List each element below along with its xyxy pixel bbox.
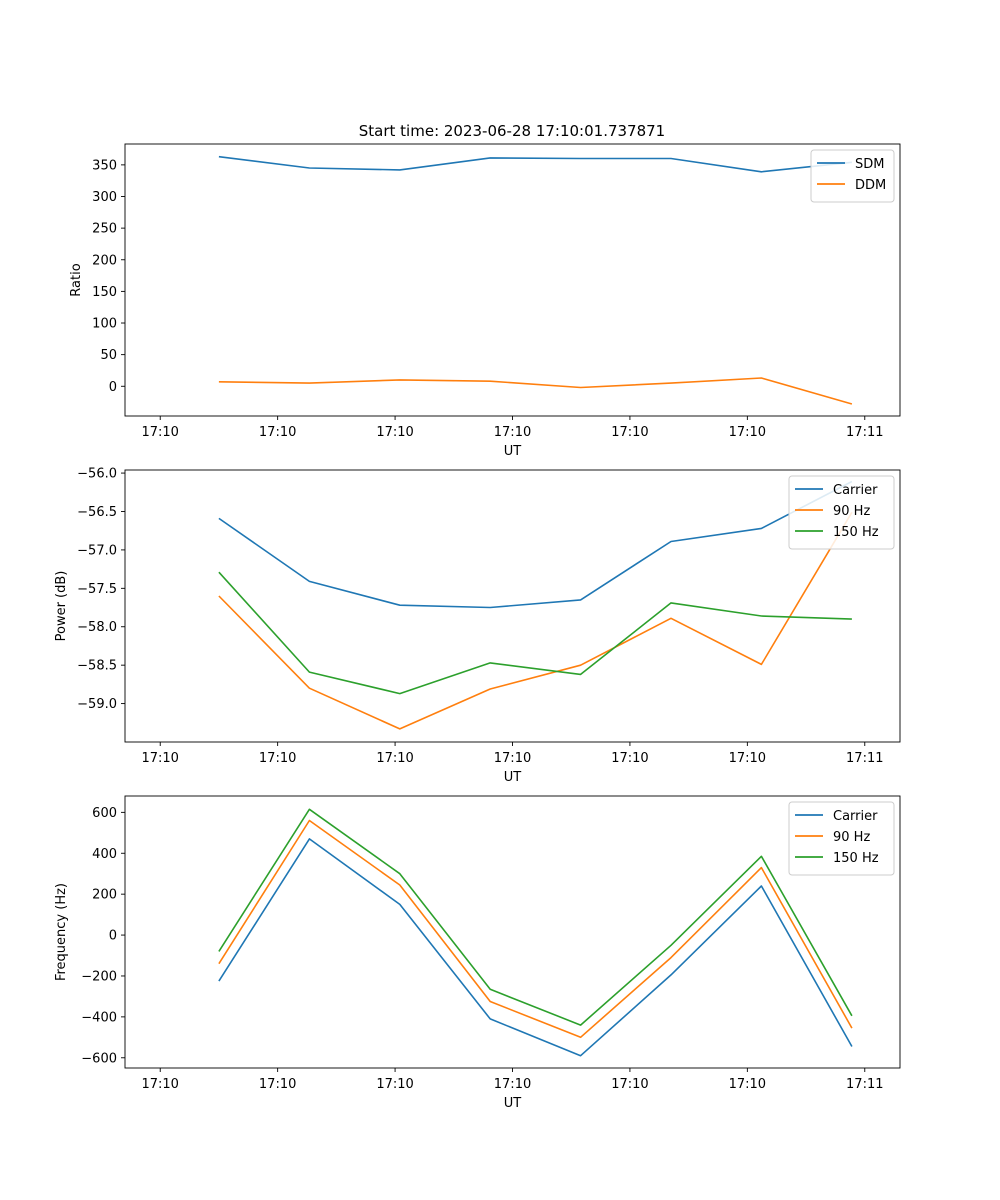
x-tick-label: 17:10 [494,751,531,766]
y-tick-label: 100 [92,317,117,332]
y-tick-label: 150 [92,285,117,300]
panel-2: 17:10 17:10 17:10 17:10 17:10 17:10 17:11 −59.0… [54,467,901,785]
y-tick-label: 250 [92,222,117,237]
x-tick-label: 17:10 [376,1077,413,1092]
x-tick-label: 17:10 [141,751,178,766]
x-tick-label: 17:10 [259,425,296,440]
x-tick-label: 17:10 [611,1077,648,1092]
x-tick-label: 17:10 [729,425,766,440]
y-tick-label: −58.5 [77,659,117,674]
x-tick-label: 17:10 [611,425,648,440]
series-line-150-hz [218,808,853,1026]
legend-label: DDM [855,178,886,193]
legend-label: Carrier [833,483,878,498]
y-tick-label: −200 [81,969,117,984]
x-tick-label: 17:10 [729,751,766,766]
y-tick-label: 600 [92,806,117,821]
legend-label: 90 Hz [833,504,870,519]
panels: 17:10 17:10 17:10 17:10 17:10 17:10 17:11 0 50 10… [54,143,901,1111]
x-tick-label: 17:11 [846,425,883,440]
y-tick-label: −600 [81,1051,117,1066]
y-tick-label: 400 [92,847,117,862]
panel-3: 17:10 17:10 17:10 17:10 17:10 17:10 17:11 −600 −… [54,795,901,1111]
y-tick-label: −400 [81,1010,117,1025]
legend-label: Carrier [833,809,878,824]
axes-frame [124,143,901,417]
y-tick-label: 50 [100,348,117,363]
y-tick-label: 350 [92,158,117,173]
series-line-90-hz [218,819,853,1039]
x-tick-label: 17:10 [729,1077,766,1092]
x-tick-label: 17:10 [376,751,413,766]
x-tick-label: 17:10 [141,425,178,440]
y-axis-label: Power (dB) [54,571,69,642]
legend-label: 150 Hz [833,525,879,540]
x-axis-label: UT [504,444,522,459]
y-axis-label: Ratio [69,263,84,296]
y-tick-label: −58.0 [77,620,117,635]
x-tick-label: 17:10 [494,425,531,440]
x-tick-label: 17:10 [259,1077,296,1092]
x-tick-label: 17:10 [141,1077,178,1092]
x-tick-label: 17:11 [846,751,883,766]
x-tick-label: 17:10 [376,425,413,440]
y-tick-label: 200 [92,253,117,268]
legend-label: SDM [855,157,884,172]
y-tick-label: −59.0 [77,697,117,712]
legend: SDM DDM [810,149,895,203]
series-line-ddm [218,377,853,405]
series-line-carrier [218,838,853,1057]
y-tick-label: 0 [109,929,117,944]
series-line-sdm [218,155,852,173]
x-axis-label: UT [504,1096,522,1111]
series-line-150-hz [218,571,852,695]
y-tick-label: −56.5 [77,505,117,520]
legend-label: 90 Hz [833,830,870,845]
x-tick-label: 17:11 [846,1077,883,1092]
series-line-carrier [218,480,853,609]
panel-1: 17:10 17:10 17:10 17:10 17:10 17:10 17:11 0 50 10… [69,143,901,459]
x-tick-label: 17:10 [611,751,648,766]
y-axis-label: Frequency (Hz) [54,883,69,981]
x-tick-label: 17:10 [494,1077,531,1092]
x-axis-label: UT [504,770,522,785]
y-tick-label: −57.5 [77,582,117,597]
y-tick-label: 300 [92,190,117,205]
y-tick-label: 0 [109,380,117,395]
y-tick-label: 200 [92,888,117,903]
chart-title: Start time: 2023-06-28 17:10:01.737871 [359,122,665,140]
legend: Carrier 90 Hz 150 Hz [788,801,895,876]
legend-label: 150 Hz [833,851,879,866]
y-tick-label: −57.0 [77,543,117,558]
legend: Carrier 90 Hz 150 Hz [788,475,895,550]
series-line-90-hz [218,511,853,730]
x-tick-label: 17:10 [259,751,296,766]
y-tick-label: −56.0 [77,467,117,482]
